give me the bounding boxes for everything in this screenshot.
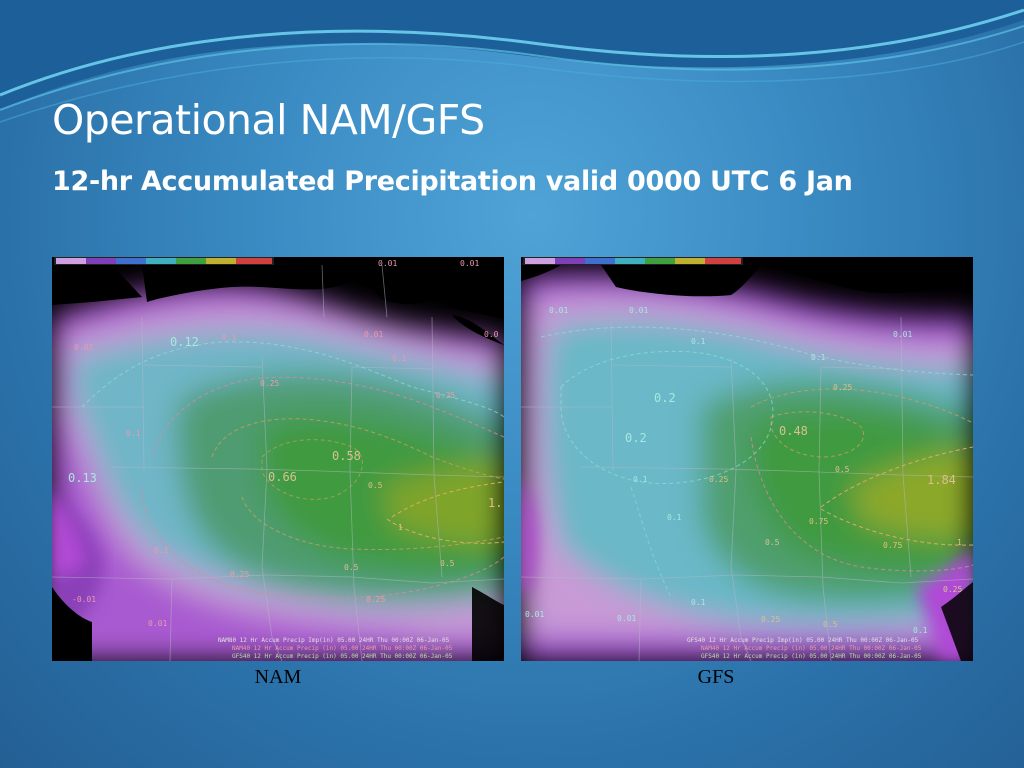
slide-title: Operational NAM/GFS [52,96,485,144]
gfs-label: 0.01 [617,614,636,623]
gfs-label: 0.01 [549,306,568,315]
nam-label: 1 [398,523,403,532]
nam-label: 1. [488,496,502,510]
gfs-contour-labels: 0.2 0.2 0.48 1.84 0.1 0.1 0.1 0.1 0.1 0.… [525,306,962,635]
nam-label: 0.1 [126,429,141,438]
nam-label: 0.58 [332,449,361,463]
nam-footer: NAM80 12 Hr Accum Precip Imp(in) 05.00 2… [218,637,453,660]
nam-label: -0.01 [72,595,96,604]
nam-label: 0.5 [344,563,359,572]
gfs-label: 0.1 [811,353,826,362]
nam-label: 0.13 [68,471,97,485]
gfs-label: 0.2 [625,431,647,445]
nam-label: 0.1 [222,333,237,342]
gfs-label: 0.25 [709,475,728,484]
nam-label: 0.12 [170,335,199,349]
nam-colorbar [54,257,274,265]
nam-label: 0.25 [230,570,249,579]
gfs-label: 0.1 [667,513,682,522]
nam-caption: NAM [254,666,302,688]
gfs-label: 0.01 [629,306,648,315]
nam-label: 0.5 [368,481,383,490]
nam-label: 0.25 [366,595,385,604]
nam-precip-map: 0.12 0.13 0.66 0.58 0.1 0.1 0.1 0.1 0.01… [52,257,504,661]
gfs-label: 0.75 [883,541,902,550]
gfs-caption: GFS [697,666,735,688]
gfs-label: 0.1 [633,475,648,484]
gfs-footer-line1: GFS40 12 Hr Accum Precip Imp(in) 05.00 2… [687,637,919,644]
nam-footer-line2: NAM40 12 Hr Accum Precip (in) 05.00 24HR… [232,645,453,652]
gfs-label: 0.25 [943,585,962,594]
gfs-contours [540,326,973,598]
gfs-footer-line2: NAM40 12 Hr Accum Precip (in) 05.00 24HR… [701,645,922,652]
nam-label: 0.5 [440,559,455,568]
gfs-footer: GFS40 12 Hr Accum Precip Imp(in) 05.00 2… [687,637,922,660]
gfs-colorbar [523,257,743,265]
nam-label: 0.01 [460,259,479,268]
nam-label: 0.1 [154,546,169,555]
gfs-label: 0.25 [761,615,780,624]
slide-subtitle: 12-hr Accumulated Precipitation valid 00… [52,166,853,197]
gfs-label: 0.75 [809,517,828,526]
gfs-label: 0.5 [835,465,850,474]
nam-contours [81,341,504,599]
top-wave-decoration [0,0,1024,123]
gfs-label: 0.1 [691,598,706,607]
nam-footer-line1: NAM80 12 Hr Accum Precip Imp(in) 05.00 2… [218,637,450,644]
gfs-label: 1.84 [927,473,956,487]
gfs-label: 0.5 [823,620,838,629]
nam-label: 0.01 [148,619,167,628]
nam-label: 0.66 [268,470,297,484]
nam-footer-line3: GFS40 12 Hr Accum Precip (in) 05.00 24HR… [232,653,453,660]
gfs-label: 1 [957,538,962,547]
gfs-label: 0.5 [765,538,780,547]
gfs-precip-map: 0.2 0.2 0.48 1.84 0.1 0.1 0.1 0.1 0.1 0.… [521,257,973,661]
gfs-label: 0.01 [525,610,544,619]
nam-label: 0.01 [74,343,93,352]
gfs-label: 0.25 [833,383,852,392]
gfs-label: 0.1 [913,626,928,635]
nam-state-boundaries [52,264,504,661]
nam-label: 0.25 [260,379,279,388]
nam-contour-labels: 0.12 0.13 0.66 0.58 0.1 0.1 0.1 0.1 0.01… [68,259,502,628]
gfs-label: 0.48 [779,424,808,438]
gfs-footer-line3: GFS40 12 Hr Accum Precip (in) 05.00 24HR… [701,653,922,660]
nam-label: 0.01 [378,259,397,268]
gfs-label: 0.1 [691,337,706,346]
gfs-label: 0.2 [654,391,676,405]
nam-label: 0.1 [392,354,407,363]
nam-label: 0.01 [364,330,383,339]
gfs-label: 0.01 [893,330,912,339]
nam-label: 0.25 [436,391,455,400]
gfs-state-boundaries [521,316,973,661]
nam-label: 0.0 [484,330,499,339]
